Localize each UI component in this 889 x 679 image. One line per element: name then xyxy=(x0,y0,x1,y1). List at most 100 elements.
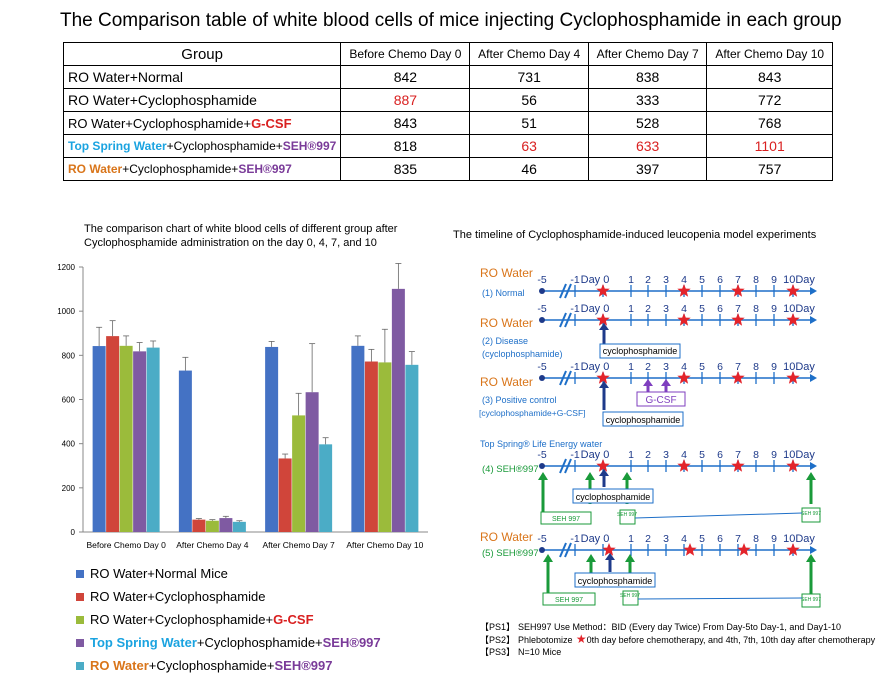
notes: 【PS1】 SEH997 Use Method：BID (Every day Tw… xyxy=(480,621,875,658)
row-header: Top Spring® Life Energy water xyxy=(480,439,602,449)
group-name-segment: RO Water+Normal xyxy=(68,69,184,85)
day-label: 10Day xyxy=(783,533,815,545)
box-label: SEH 997 xyxy=(617,512,637,518)
legend-item: RO Water+Normal Mice xyxy=(76,562,381,585)
legend-label-segment: RO Water xyxy=(90,658,149,673)
day-label: 10Day xyxy=(783,274,815,286)
column-header: After Chemo Day 10 xyxy=(706,42,833,66)
legend-label-segment: SEH®997 xyxy=(274,658,333,673)
value-cell: 63 xyxy=(469,134,589,158)
timeline-title: The timeline of Cyclophosphamide-induced… xyxy=(453,229,817,241)
star-marker xyxy=(731,284,745,297)
seh-arrow-head xyxy=(806,554,816,562)
day-label: Day 0 xyxy=(581,303,610,315)
day-label: 4 xyxy=(681,533,687,545)
y-tick-label: 0 xyxy=(71,528,76,537)
note-key: 【PS3】 xyxy=(480,647,516,657)
day-label: -5 xyxy=(537,303,546,315)
axis-arrow xyxy=(810,316,817,324)
value-cell: 768 xyxy=(706,111,833,135)
bar xyxy=(178,370,192,532)
star-marker xyxy=(596,459,610,472)
day-label: 9 xyxy=(771,303,777,315)
day-label: 9 xyxy=(771,533,777,545)
day-label: Day 0 xyxy=(581,449,610,461)
day-label: -1 xyxy=(570,449,579,461)
value-cell: 757 xyxy=(706,157,833,181)
axis-break xyxy=(564,370,572,386)
seh-arrow-head xyxy=(585,472,595,480)
bar xyxy=(405,364,419,532)
axis-break xyxy=(564,458,572,474)
day-label: 2 xyxy=(645,533,651,545)
star-marker xyxy=(786,371,800,384)
legend-item: Top Spring Water+Cyclophosphamide+SEH®99… xyxy=(76,631,381,654)
day-label: 6 xyxy=(717,449,723,461)
star-marker xyxy=(677,284,691,297)
day-label: 4 xyxy=(681,274,687,286)
day-label: 3 xyxy=(663,361,669,373)
chart-title: The comparison chart of white blood cell… xyxy=(84,223,398,249)
axis-break xyxy=(559,283,567,299)
bar xyxy=(192,519,206,532)
note-text: Phlebotomize xyxy=(518,635,573,645)
day-label: 9 xyxy=(771,361,777,373)
legend-swatch xyxy=(76,639,84,647)
legend-label-segment: SEH®997 xyxy=(322,635,381,650)
day-label: -1 xyxy=(570,303,579,315)
bar xyxy=(119,345,133,532)
bar xyxy=(92,346,106,532)
cyclophosphamide-box xyxy=(574,572,656,588)
day-label: 5 xyxy=(699,449,705,461)
row-label: (3) Positive control xyxy=(482,395,557,405)
axis-break xyxy=(559,542,567,558)
group-name-segment: RO Water+Cyclophosphamide xyxy=(68,92,257,108)
timeline-start-dot xyxy=(539,547,545,553)
comparison-table: Group Before Chemo Day 0 After Chemo Day… xyxy=(62,42,833,181)
day-label: 1 xyxy=(628,303,634,315)
group-name-segment: Top Spring Water xyxy=(68,139,167,153)
group-cell: RO Water+Cyclophosphamide+G-CSF xyxy=(62,111,342,135)
axis-break xyxy=(559,370,567,386)
star-marker xyxy=(731,459,745,472)
value-cell: 772 xyxy=(706,88,833,112)
day-label: 4 xyxy=(681,361,687,373)
day-label: 3 xyxy=(663,449,669,461)
group-name-segment: RO Water xyxy=(68,162,123,176)
star-marker xyxy=(677,459,691,472)
bar xyxy=(305,392,319,532)
value-cell: 835 xyxy=(340,157,471,181)
y-tick-label: 1000 xyxy=(57,307,75,316)
axis-break xyxy=(559,312,567,328)
x-tick-label: After Chemo Day 10 xyxy=(346,540,423,550)
row-label: (2) Disease xyxy=(482,336,528,346)
axis-arrow xyxy=(810,374,817,382)
y-tick-label: 600 xyxy=(62,396,76,405)
seh-arrow-head xyxy=(543,554,553,562)
bar xyxy=(133,351,147,532)
star-marker xyxy=(677,371,691,384)
day-label: 5 xyxy=(699,533,705,545)
day-label: -1 xyxy=(570,533,579,545)
box-label: SEH 997 xyxy=(552,516,580,523)
axis-arrow xyxy=(810,287,817,295)
star-marker xyxy=(731,371,745,384)
legend-label-segment: G-CSF xyxy=(273,612,314,627)
column-header: After Chemo Day 7 xyxy=(587,42,708,66)
legend-label-segment: Top Spring Water xyxy=(90,635,197,650)
value-cell: 56 xyxy=(469,88,589,112)
value-cell: 887 xyxy=(340,88,471,112)
box-label: cyclophosphamide xyxy=(603,346,678,356)
day-label: 8 xyxy=(753,274,759,286)
group-name-segment: RO Water+Cyclophosphamide+ xyxy=(68,115,252,131)
bar xyxy=(364,361,378,532)
box-label: G-CSF xyxy=(645,395,676,406)
day-label: 7 xyxy=(735,274,741,286)
day-label: 2 xyxy=(645,449,651,461)
day-label: 1 xyxy=(628,274,634,286)
value-cell: 46 xyxy=(469,157,589,181)
day-label: 7 xyxy=(735,303,741,315)
day-label: 8 xyxy=(753,361,759,373)
seh-box-small xyxy=(622,590,639,606)
day-label: 5 xyxy=(699,361,705,373)
